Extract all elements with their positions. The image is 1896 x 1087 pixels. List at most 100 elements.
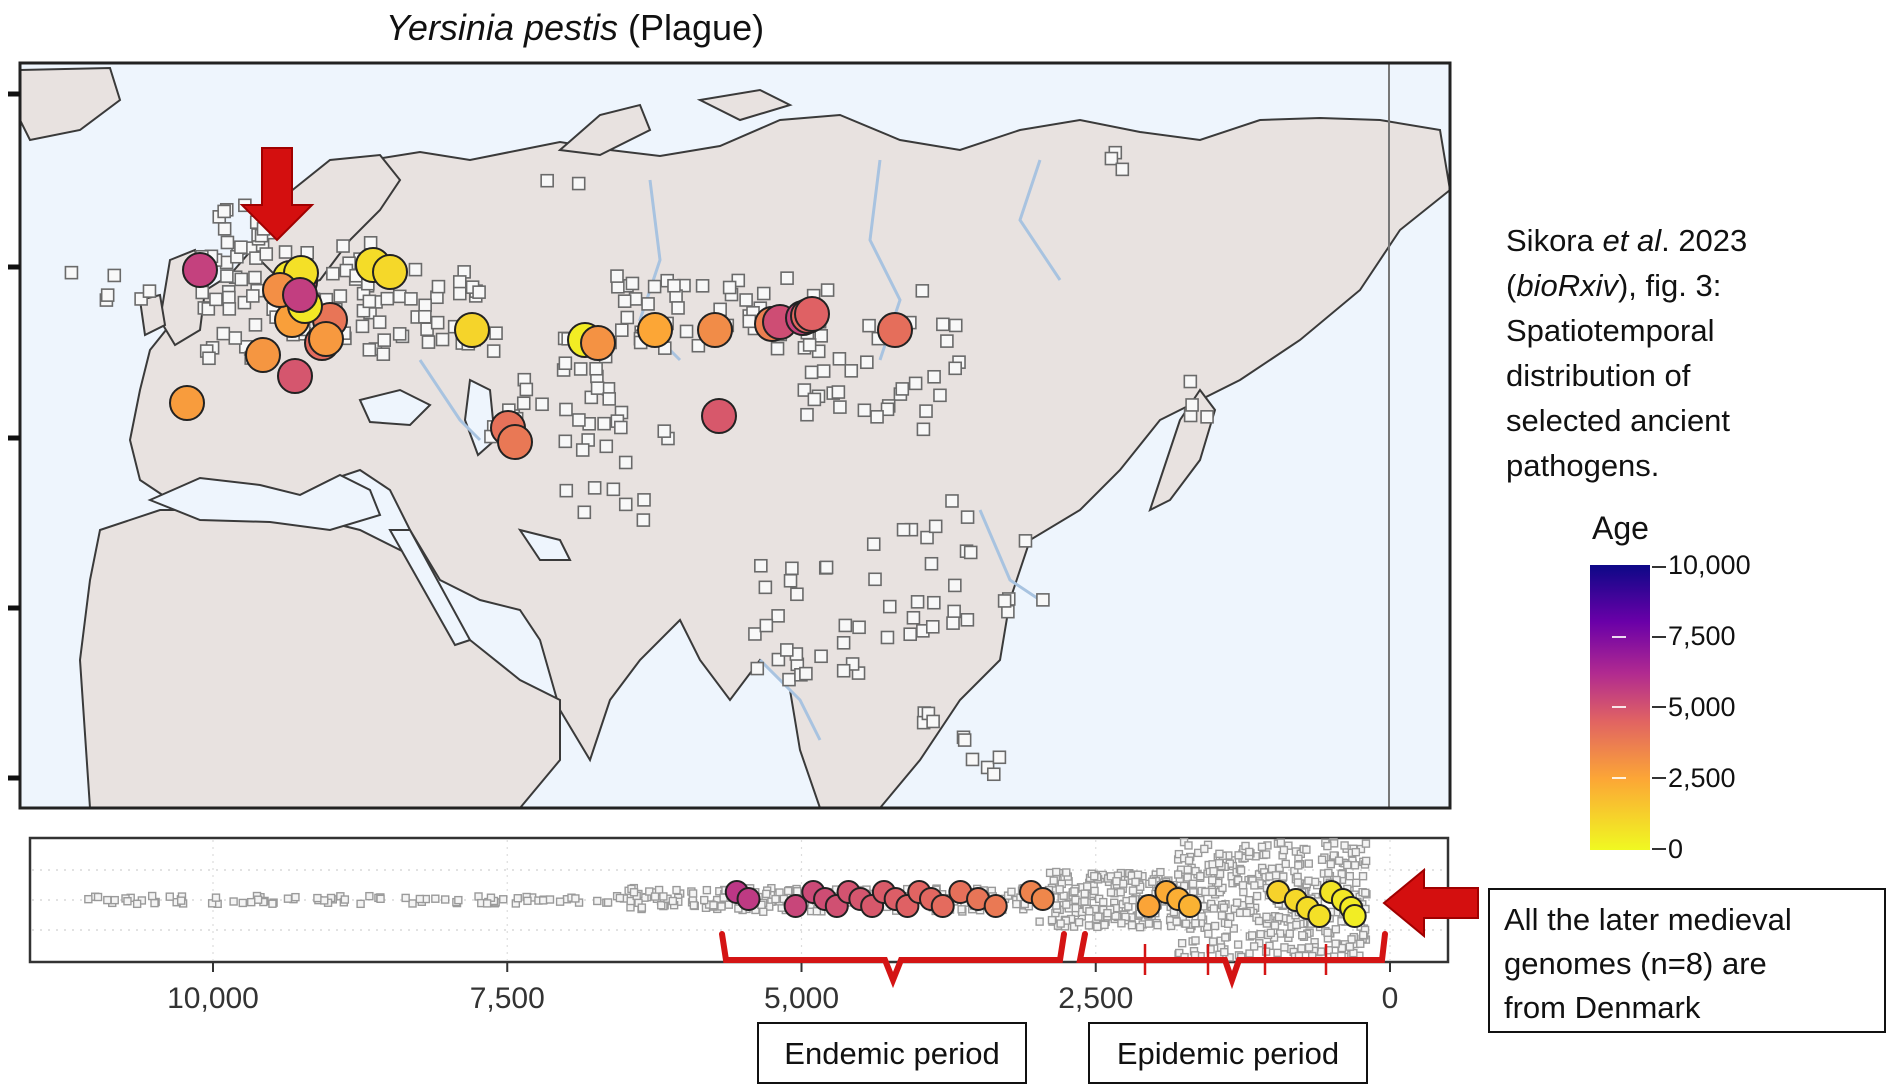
map-sample-square — [516, 396, 531, 411]
map-sample-square — [392, 327, 407, 341]
timeline-sample-square — [1148, 877, 1157, 886]
map-plague-circle — [277, 358, 313, 394]
map-sample-square — [259, 247, 274, 261]
timeline-sample-square — [1361, 888, 1370, 898]
timeline-sample-square — [1292, 920, 1301, 930]
timeline-sample-square — [1083, 882, 1092, 891]
map-sample-square — [940, 334, 954, 348]
map-sample-square — [107, 268, 122, 283]
timeline-sample-square — [1106, 888, 1116, 897]
timeline-plague-circle — [783, 894, 808, 918]
map-sample-square — [1183, 374, 1198, 389]
timeline-sample-square — [1345, 871, 1354, 881]
timeline-sample-square — [759, 907, 768, 916]
map-sample-square — [418, 309, 432, 324]
timeline-sample-square — [1210, 921, 1220, 931]
caption-source: bioRxiv — [1516, 268, 1618, 303]
timeline-sample-square — [1196, 871, 1205, 881]
map-sample-square — [1104, 151, 1119, 166]
timeline-sample-square — [1214, 858, 1224, 868]
map-sample-square — [637, 493, 651, 507]
map-sample-square — [452, 275, 467, 289]
timeline-sample-square — [1273, 948, 1282, 958]
timeline-sample-square — [1184, 856, 1194, 865]
map-sample-square — [880, 630, 895, 645]
chart-title: Yersinia pestis (Plague) — [0, 0, 1150, 56]
timeline-sample-square — [1271, 871, 1281, 880]
timeline-sample-square — [1281, 859, 1290, 869]
map-plague-circle — [697, 312, 733, 348]
caption-line: (bioRxiv), fig. 3: — [1506, 263, 1886, 308]
timeline-sample-square — [1047, 915, 1057, 925]
map-sample-square — [671, 301, 685, 315]
timeline-sample-square — [1191, 936, 1200, 945]
timeline-sample-square — [1183, 865, 1192, 874]
map-sample-square — [222, 302, 237, 316]
map-sample-square — [957, 733, 972, 747]
timeline-sample-square — [1329, 851, 1338, 860]
map-sample-square — [750, 661, 765, 676]
map-sample-square — [963, 545, 978, 560]
period-braces — [719, 931, 1388, 990]
timeline-sample-square — [1191, 919, 1200, 928]
map-sample-square — [217, 204, 231, 219]
map-sample-square — [783, 573, 798, 588]
map-sample-square — [831, 385, 846, 399]
timeline-sample-square — [247, 897, 256, 907]
arctic-island-2 — [696, 88, 793, 122]
timeline-sample-square — [1074, 918, 1084, 927]
timeline-sample-square — [1352, 878, 1361, 888]
map-sample-square — [222, 290, 236, 305]
timeline-sample-square — [238, 898, 247, 908]
timeline-sample-square — [1090, 871, 1099, 881]
timeline-sample-square — [454, 895, 463, 905]
map-sample-square — [333, 289, 348, 303]
map-sample-square — [836, 636, 851, 650]
map-plague-circle — [245, 337, 281, 373]
timeline-sample-square — [1080, 897, 1089, 906]
x-tick-label: 0 — [1382, 982, 1399, 1015]
medieval-note-box: All the later medieval genomes (n=8) are… — [1488, 888, 1886, 1033]
timeline-grid — [32, 840, 1446, 960]
timeline-sample-square — [957, 905, 966, 914]
title-species: Yersinia pestis — [385, 7, 619, 48]
map-sample-square — [857, 403, 872, 418]
timeline-sample-square — [1070, 887, 1079, 896]
timeline-sample-square — [1242, 908, 1251, 918]
map-sample-square — [418, 298, 432, 313]
caption-fig: ), fig. 3: — [1617, 268, 1722, 303]
map-sample-square — [408, 262, 423, 277]
map-sample-square — [882, 599, 897, 614]
timeline-sample-square — [1035, 917, 1044, 926]
map-sample-square — [862, 318, 876, 333]
timeline-sample-square — [1274, 912, 1284, 922]
red-sea — [388, 529, 472, 647]
map-sample-square — [647, 279, 662, 294]
timeline-sample-square — [1117, 919, 1126, 928]
timeline-sample-square — [365, 891, 374, 901]
medieval-arrow-icon — [1382, 868, 1479, 938]
map-sample-square — [926, 714, 940, 729]
timeline-plague-circle — [1342, 904, 1367, 928]
persian-gulf — [517, 528, 572, 561]
map-sample-square — [838, 618, 853, 633]
timeline-plague-circle — [1177, 894, 1202, 918]
legend-tick — [1652, 848, 1666, 850]
timeline-sample-square — [110, 895, 119, 905]
timeline-sample-square — [291, 892, 300, 902]
timeline-sample-square — [1106, 872, 1116, 881]
map-sample-square — [597, 416, 611, 431]
timeline-sample-square — [1285, 929, 1294, 938]
timeline-sample-square — [1310, 877, 1320, 887]
japan-islands — [1148, 388, 1217, 512]
map-sample-square — [797, 383, 812, 397]
map-sample-square — [880, 402, 895, 417]
map-sample-square — [64, 265, 79, 280]
map-sample-square — [657, 424, 672, 438]
map-sample-square — [948, 578, 962, 593]
map-sample-square — [782, 672, 796, 687]
legend-title: Age — [1592, 510, 1649, 546]
map-sample-square — [614, 323, 629, 337]
timeline-sample-square — [1343, 860, 1352, 870]
legend-tick — [1652, 566, 1666, 568]
